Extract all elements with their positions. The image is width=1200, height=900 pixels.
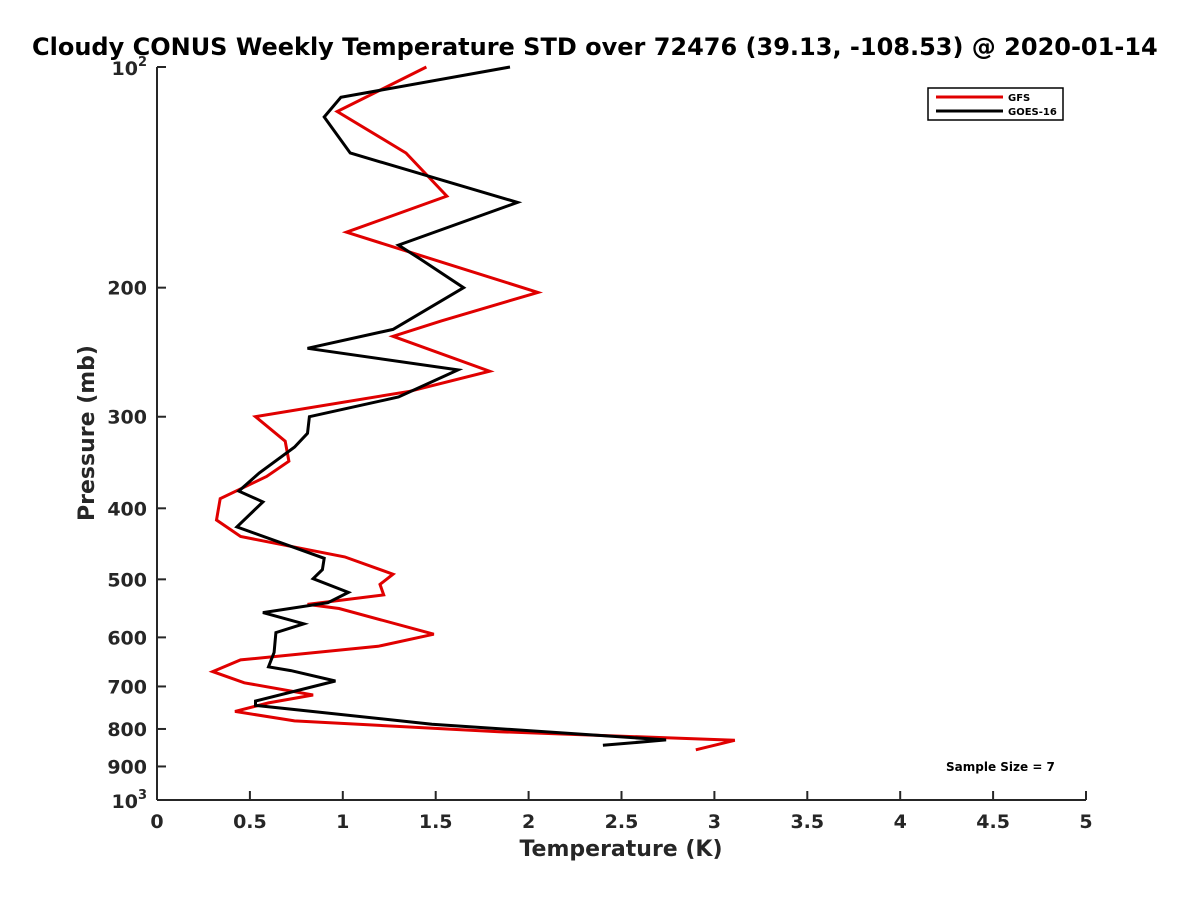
y-tick-label-base: 10	[112, 791, 138, 813]
y-axis-label: Pressure (mb)	[75, 345, 100, 521]
chart-title: Cloudy CONUS Weekly Temperature STD over…	[32, 33, 1158, 61]
y-tick-label: 500	[107, 569, 147, 591]
y-tick-label: 700	[107, 676, 147, 698]
y-tick-label: 600	[107, 627, 147, 649]
y-tick-label: 300	[107, 407, 147, 429]
x-tick-label: 0	[150, 811, 163, 833]
x-tick-label: 0.5	[233, 811, 267, 833]
series-layer	[208, 65, 736, 752]
legend-label-goes-16: GOES-16	[1008, 107, 1057, 118]
x-tick-label: 1	[336, 811, 349, 833]
x-tick-label: 3	[708, 811, 721, 833]
x-tick-label: 3.5	[790, 811, 824, 833]
y-tick-label: 103	[112, 788, 148, 813]
y-tick-label-exponent: 2	[138, 55, 147, 70]
series-line-goes-16	[234, 65, 667, 747]
legend-box	[927, 87, 1064, 121]
sample-size-annotation: Sample Size = 7	[946, 760, 1055, 774]
x-axis-label: Temperature (K)	[519, 837, 722, 862]
y-tick-label-exponent: 3	[138, 788, 147, 803]
y-tick-label: 200	[107, 278, 147, 300]
x-tick-label: 2	[522, 811, 535, 833]
x-tick-label: 1.5	[419, 811, 453, 833]
x-tick-label: 5	[1079, 811, 1092, 833]
y-tick-label: 900	[107, 756, 147, 778]
x-tick-label: 2.5	[605, 811, 639, 833]
x-tick-label: 4.5	[976, 811, 1010, 833]
x-axis-ticks: 0 0.5 1 1.5 2 2.5 3 3.5 4 4.5 5	[150, 791, 1093, 833]
y-tick-label-base: 10	[112, 58, 138, 80]
y-tick-label: 400	[107, 498, 147, 520]
y-tick-label: 800	[107, 719, 147, 741]
y-tick-label: 102	[112, 55, 148, 80]
legend: GFS GOES-16	[927, 87, 1064, 121]
x-tick-label: 4	[894, 811, 907, 833]
legend-label-gfs: GFS	[1008, 93, 1030, 104]
series-line-gfs	[208, 65, 736, 752]
